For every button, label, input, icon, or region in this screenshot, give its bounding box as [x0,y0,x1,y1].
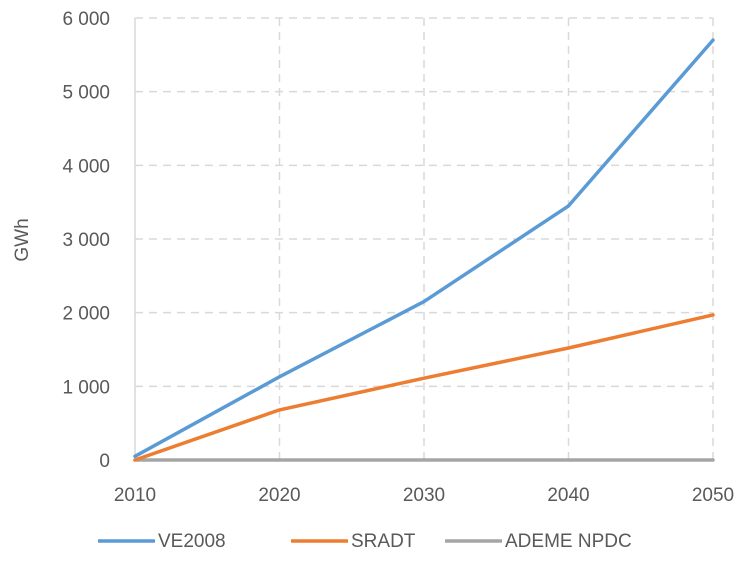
y-tick-label: 0 [99,451,110,472]
y-tick-label: 2 000 [62,304,110,325]
y-tick-label: 5 000 [62,83,110,104]
x-axis-tick-labels: 2010 2020 2030 2040 2050 [114,485,734,506]
y-axis-tick-labels: 0 1 000 2 000 3 000 4 000 5 000 6 000 [62,9,110,472]
y-tick-label: 1 000 [62,377,110,398]
series-lines [133,38,715,462]
legend-label: SRADT [351,531,416,552]
x-tick-label: 2050 [692,485,734,506]
x-tick-label: 2040 [547,485,589,506]
gridlines [135,17,714,460]
series-line-sradt [133,313,715,462]
series-line-ve2008 [133,38,715,459]
legend: VE2008 SRADT ADEME NPDC [98,531,632,552]
y-tick-label: 3 000 [62,230,110,251]
legend-label: VE2008 [158,531,226,552]
legend-label: ADEME NPDC [505,531,632,552]
y-tick-label: 4 000 [62,156,110,177]
legend-item: ADEME NPDC [445,531,632,552]
legend-item: SRADT [291,531,416,552]
y-axis-title: GWh [12,218,33,261]
x-tick-label: 2030 [403,485,445,506]
x-tick-label: 2010 [114,485,156,506]
x-tick-label: 2020 [258,485,300,506]
legend-item: VE2008 [98,531,226,552]
y-tick-label: 6 000 [62,9,110,30]
